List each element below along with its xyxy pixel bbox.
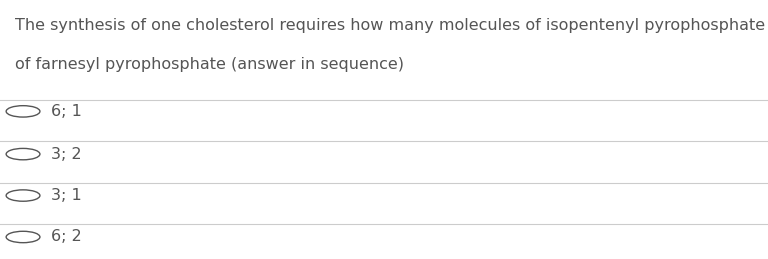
Text: 6; 1: 6; 1 <box>51 104 82 119</box>
Text: of farnesyl pyrophosphate (answer in sequence): of farnesyl pyrophosphate (answer in seq… <box>15 57 405 72</box>
Text: 6; 2: 6; 2 <box>51 229 82 244</box>
Text: The synthesis of one cholesterol requires how many molecules of isopentenyl pyro: The synthesis of one cholesterol require… <box>15 18 768 33</box>
Text: 3; 2: 3; 2 <box>51 147 82 162</box>
Text: 3; 1: 3; 1 <box>51 188 82 203</box>
